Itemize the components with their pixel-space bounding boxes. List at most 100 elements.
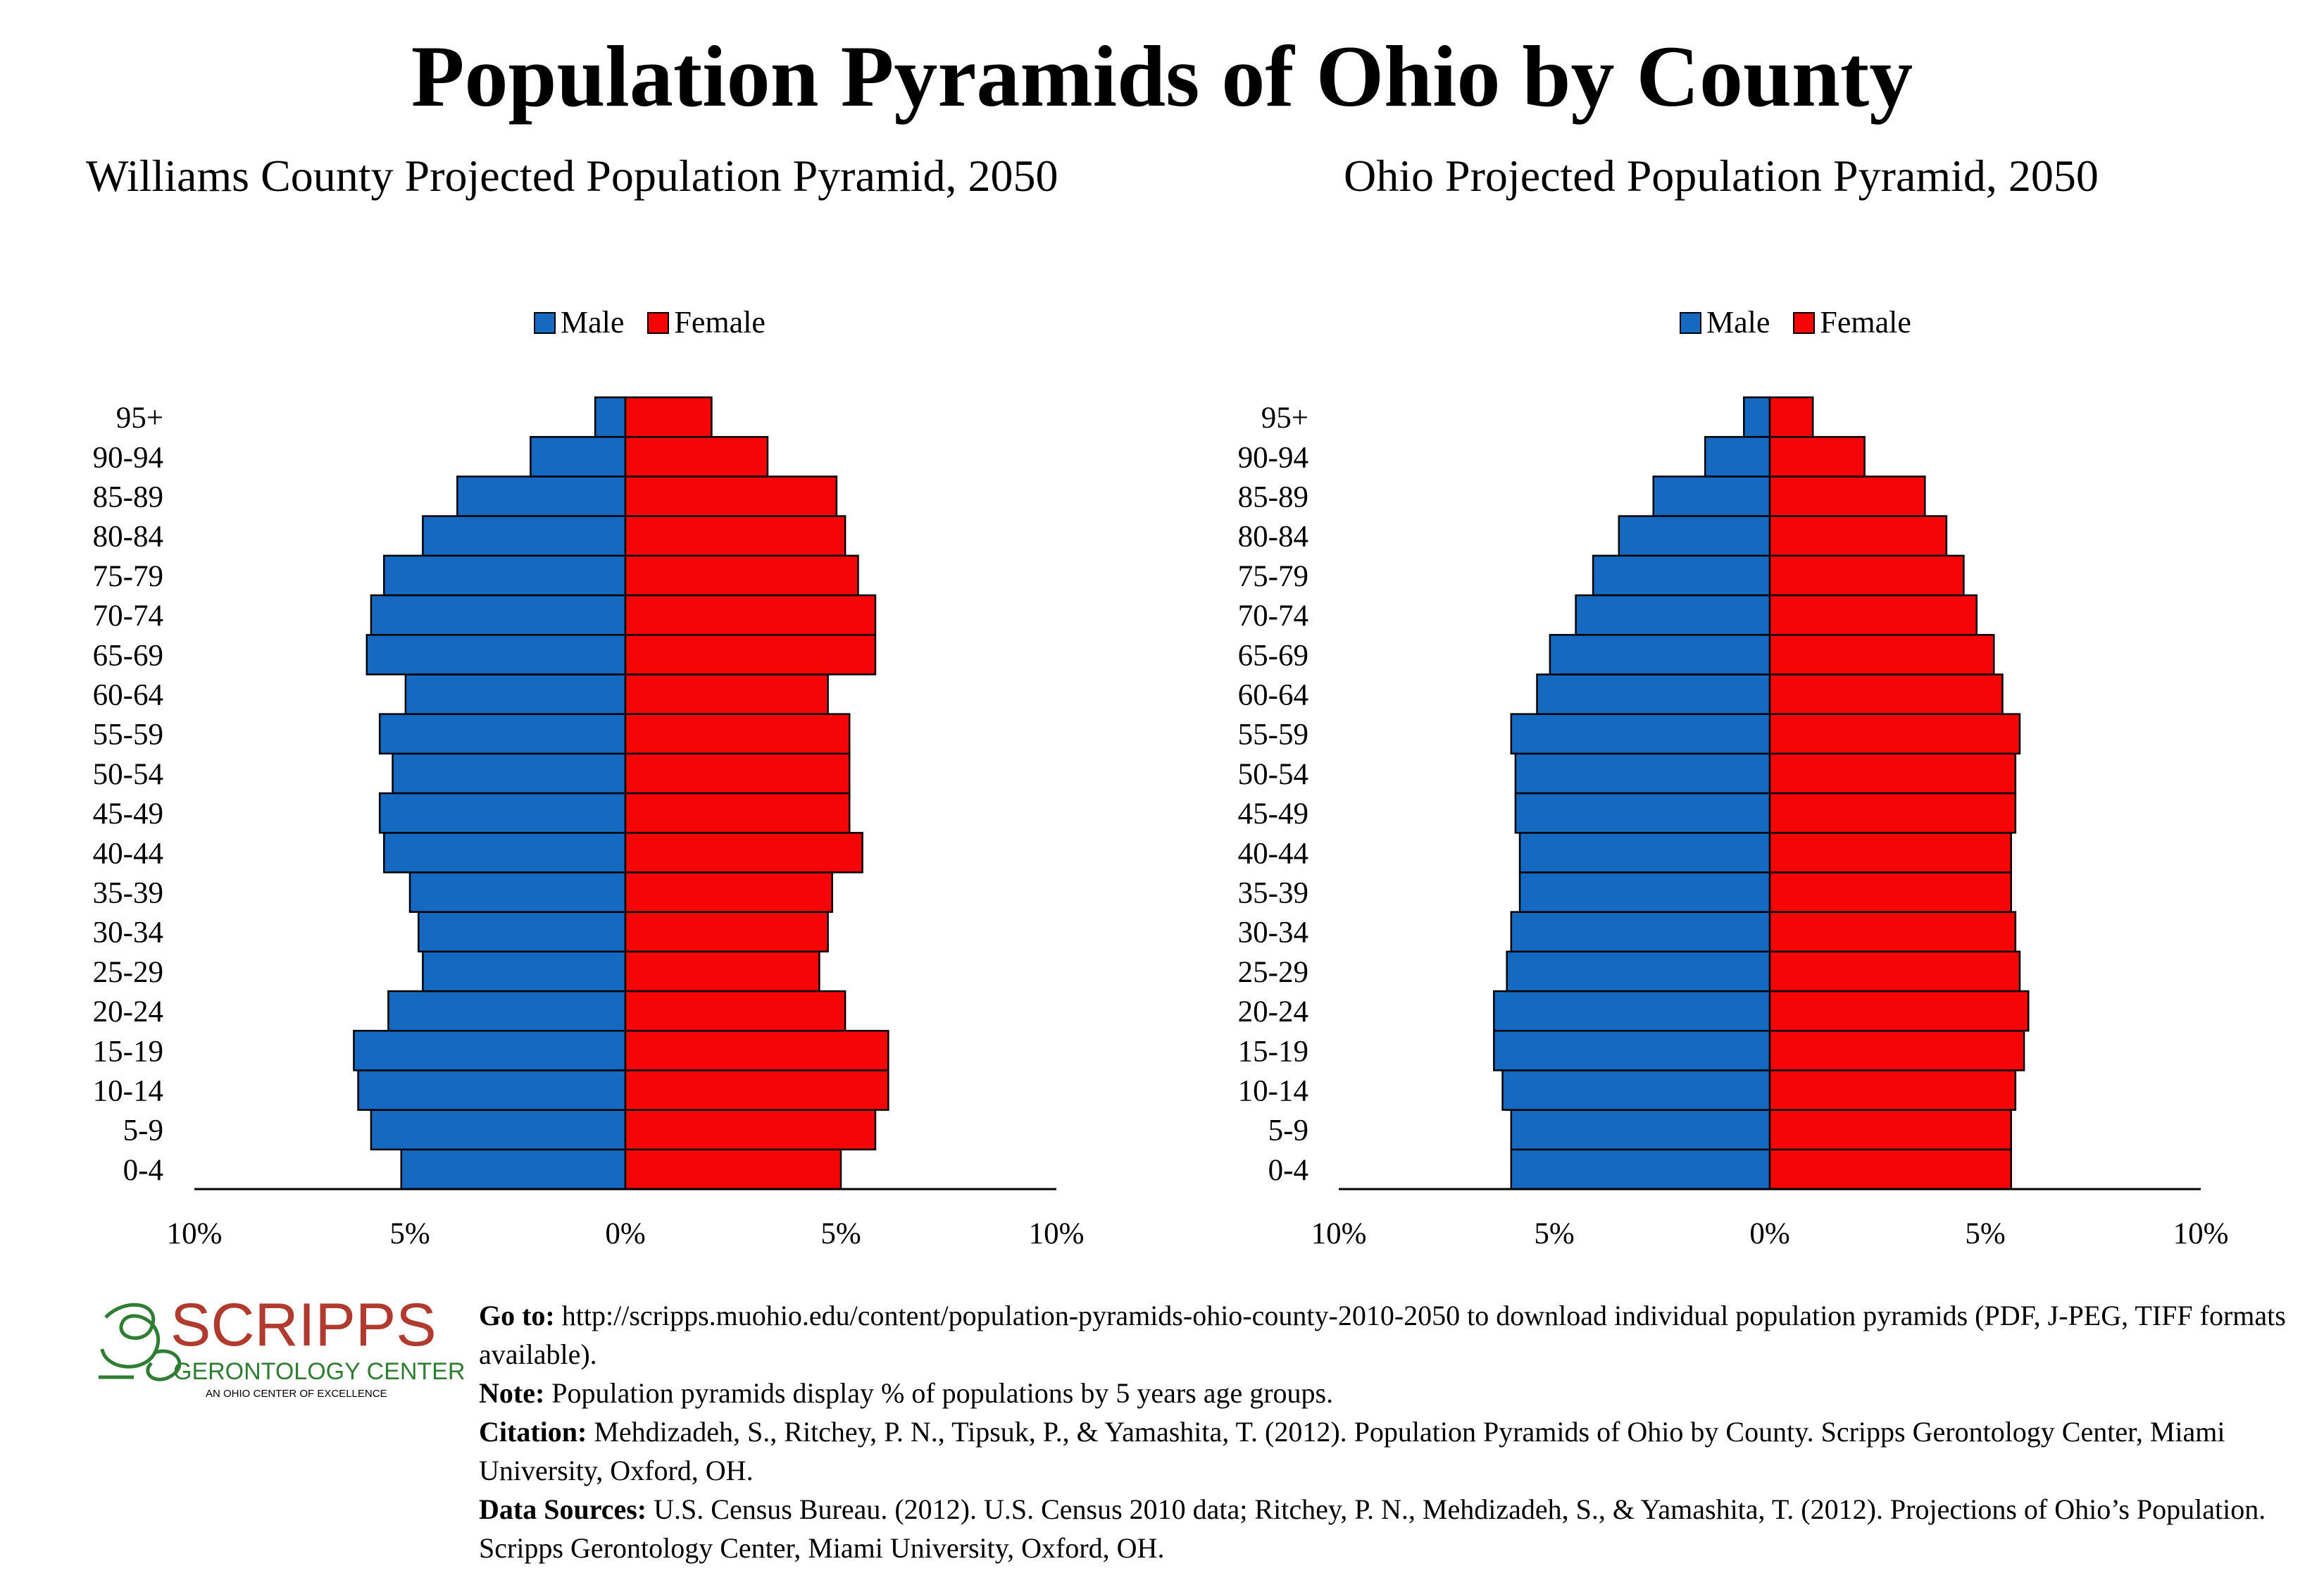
bar-female-williams-15-19 [624, 1029, 889, 1071]
legend-item-male: Male [534, 305, 624, 340]
age-label-williams: 35-39 [93, 877, 163, 910]
bar-male-ohio-25-29 [1506, 950, 1771, 993]
bar-female-williams-45-49 [624, 792, 851, 834]
bar-male-ohio-60-64 [1536, 673, 1771, 715]
age-label-williams: 10-14 [93, 1075, 163, 1108]
age-label-williams: 0-4 [123, 1154, 163, 1187]
bar-male-williams-90-94 [530, 435, 627, 478]
x-tick-label-ohio: 0% [1749, 1217, 1789, 1250]
age-label-williams: 95+ [116, 402, 163, 435]
logo-swirl-icon [99, 1303, 182, 1381]
note-sources: Data Sources: U.S. Census Bureau. (2012)… [479, 1490, 2310, 1567]
note-sources-text: U.S. Census Bureau. (2012). U.S. Census … [479, 1493, 2266, 1564]
age-label-williams: 85-89 [93, 481, 163, 514]
bar-female-williams-35-39 [624, 871, 834, 913]
bar-female-ohio-20-24 [1768, 990, 2030, 1032]
bar-female-ohio-85-89 [1768, 476, 1926, 517]
bar-male-williams-5-9 [370, 1109, 627, 1151]
bar-female-williams-10-14 [624, 1069, 889, 1111]
bar-female-ohio-90-94 [1768, 435, 1866, 478]
legend-williams: Male Female [534, 303, 781, 342]
bar-female-williams-5-9 [624, 1109, 877, 1151]
bar-female-williams-0-4 [624, 1148, 842, 1191]
logo-tagline: AN OHIO CENTER OF EXCELLENCE [206, 1388, 387, 1400]
bar-female-williams-80-84 [624, 515, 846, 557]
age-label-williams: 75-79 [93, 560, 163, 593]
bar-female-ohio-80-84 [1768, 515, 1948, 557]
bar-male-williams-40-44 [383, 831, 627, 874]
bar-male-ohio-5-9 [1510, 1109, 1771, 1151]
bar-female-williams-25-29 [624, 950, 820, 993]
x-tick-label-ohio: 5% [1534, 1217, 1574, 1250]
chart-title-williams: Williams County Projected Population Pyr… [86, 151, 1058, 201]
bar-female-ohio-15-19 [1768, 1029, 2025, 1071]
bar-male-williams-20-24 [387, 990, 627, 1032]
age-label-ohio: 65-69 [1238, 639, 1308, 672]
bar-male-williams-50-54 [392, 752, 627, 795]
bar-female-ohio-0-4 [1768, 1148, 2012, 1191]
bar-male-williams-35-39 [408, 871, 627, 913]
legend-swatch-male [1680, 312, 1701, 335]
legend-label-male: Male [1706, 305, 1770, 340]
age-label-ohio: 95+ [1261, 402, 1308, 435]
bar-female-williams-30-34 [624, 911, 829, 953]
age-label-williams: 55-59 [93, 719, 163, 752]
notes-block: Go to: http://scripps.muohio.edu/content… [479, 1296, 2310, 1567]
legend-item-female: Female [647, 305, 766, 340]
bar-male-ohio-95+ [1743, 396, 1771, 438]
legend-label-female: Female [1820, 305, 1911, 340]
bar-female-ohio-70-74 [1768, 594, 1978, 636]
bar-male-ohio-45-49 [1514, 792, 1771, 834]
bar-male-williams-60-64 [404, 673, 627, 715]
bar-male-ohio-70-74 [1575, 594, 1771, 636]
age-label-ohio: 75-79 [1238, 560, 1308, 593]
bar-female-williams-85-89 [624, 476, 838, 517]
bar-female-ohio-30-34 [1768, 911, 2017, 953]
bar-male-ohio-55-59 [1510, 713, 1771, 755]
legend-swatch-female [1793, 312, 1816, 335]
bar-male-williams-0-4 [400, 1148, 627, 1191]
bar-female-ohio-5-9 [1768, 1109, 2012, 1151]
bar-male-ohio-15-19 [1493, 1029, 1771, 1071]
age-label-ohio: 90-94 [1238, 441, 1308, 474]
note-sources-label: Data Sources: [479, 1493, 647, 1525]
age-label-williams: 20-24 [93, 995, 163, 1028]
age-label-williams: 15-19 [93, 1035, 163, 1068]
bar-female-williams-40-44 [624, 831, 863, 874]
age-label-ohio: 5-9 [1268, 1114, 1308, 1148]
bar-female-ohio-35-39 [1768, 871, 2012, 913]
x-tick-label-williams: 0% [605, 1217, 645, 1250]
bar-male-ohio-30-34 [1510, 911, 1771, 953]
x-tick-label-williams: 5% [820, 1217, 861, 1250]
bar-male-williams-45-49 [378, 792, 627, 834]
age-label-ohio: 20-24 [1238, 995, 1308, 1028]
bar-female-ohio-60-64 [1768, 673, 2004, 715]
age-label-ohio: 85-89 [1238, 481, 1308, 514]
bar-male-ohio-85-89 [1652, 476, 1771, 517]
age-label-ohio: 10-14 [1238, 1075, 1308, 1108]
legend-item-female: Female [1793, 305, 1911, 340]
bar-female-williams-70-74 [624, 594, 877, 636]
x-tick-label-williams: 10% [1029, 1217, 1085, 1250]
chart-title-ohio: Ohio Projected Population Pyramid, 2050 [1344, 151, 2099, 201]
x-tick-label-williams: 10% [167, 1217, 223, 1250]
bar-male-williams-25-29 [422, 950, 627, 993]
note-note: Note: Population pyramids display % of p… [479, 1374, 2310, 1412]
main-title: Population Pyramids of Ohio by County [411, 28, 1913, 125]
legend-swatch-female [647, 312, 670, 335]
bar-male-williams-55-59 [378, 713, 627, 755]
legend-swatch-male [534, 312, 556, 335]
logo-subtitle: GERONTOLOGY CENTER [173, 1358, 465, 1385]
bar-female-williams-65-69 [624, 633, 877, 676]
bar-female-ohio-65-69 [1768, 633, 1995, 676]
age-label-williams: 30-34 [93, 916, 163, 950]
bar-female-williams-50-54 [624, 752, 851, 795]
age-label-ohio: 40-44 [1238, 837, 1308, 870]
bar-male-ohio-0-4 [1510, 1148, 1771, 1191]
bar-male-ohio-90-94 [1704, 435, 1771, 478]
x-tick-label-williams: 5% [389, 1217, 430, 1250]
note-citation: Citation: Mehdizadeh, S., Ritchey, P. N.… [479, 1412, 2310, 1490]
x-tick-label-ohio: 5% [1965, 1217, 2005, 1250]
age-label-williams: 80-84 [93, 521, 163, 554]
age-label-ohio: 35-39 [1238, 877, 1308, 910]
